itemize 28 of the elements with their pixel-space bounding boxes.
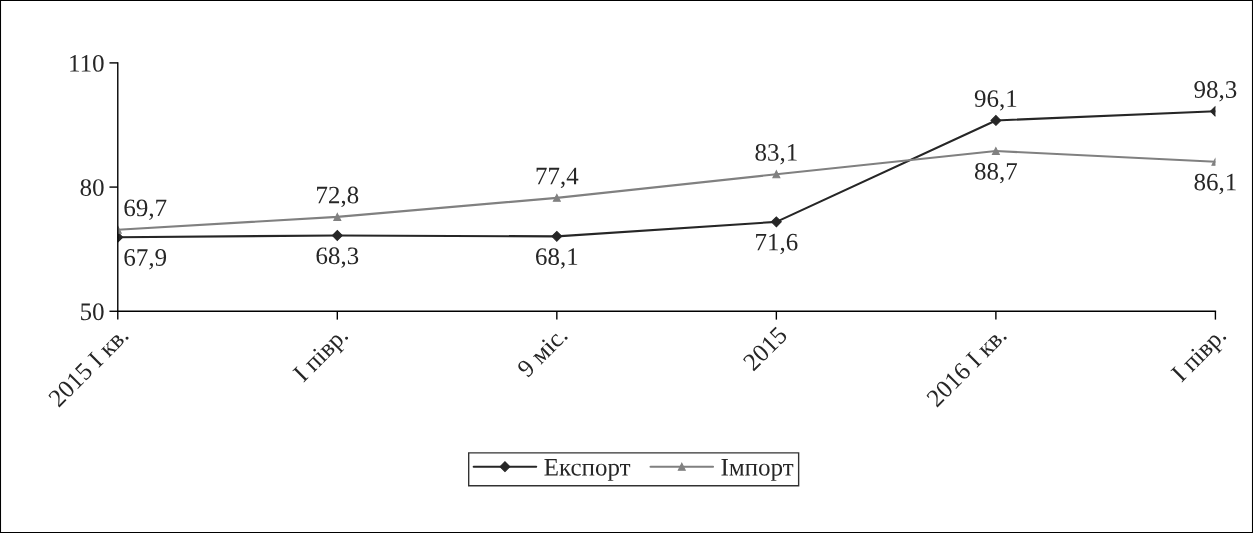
- x-tick-label: 9 міс.: [516, 326, 569, 379]
- data-label: 67,9: [124, 249, 167, 270]
- data-label: 68,1: [536, 248, 578, 269]
- y-tick-label: 50: [81, 303, 104, 321]
- data-label: 68,3: [316, 247, 359, 268]
- point: [552, 193, 561, 202]
- y-tick-label: 80: [80, 179, 104, 196]
- data-label: 72,8: [317, 186, 359, 208]
- point: [331, 230, 343, 241]
- point: [991, 147, 1000, 156]
- point: [551, 230, 563, 242]
- data-label: 98,3: [1194, 81, 1237, 102]
- point: [770, 216, 782, 228]
- point: [333, 212, 342, 221]
- point: [990, 115, 1002, 126]
- y-tick-label: 110: [70, 54, 104, 72]
- legend-label: Імпорт: [721, 459, 794, 481]
- x-tick-label: I півр.: [1170, 326, 1231, 387]
- data-label: 83,1: [755, 143, 797, 165]
- data-label: 86,1: [1194, 173, 1236, 195]
- data-label: 71,6: [756, 233, 798, 255]
- data-label: 77,4: [536, 167, 579, 189]
- point: [772, 170, 781, 179]
- data-label: 69,7: [124, 199, 167, 220]
- x-tick-label: I півр.: [292, 326, 353, 387]
- data-label: 96,1: [974, 90, 1017, 111]
- data-label: 88,7: [974, 162, 1018, 184]
- legend-label: Експорт: [544, 459, 631, 481]
